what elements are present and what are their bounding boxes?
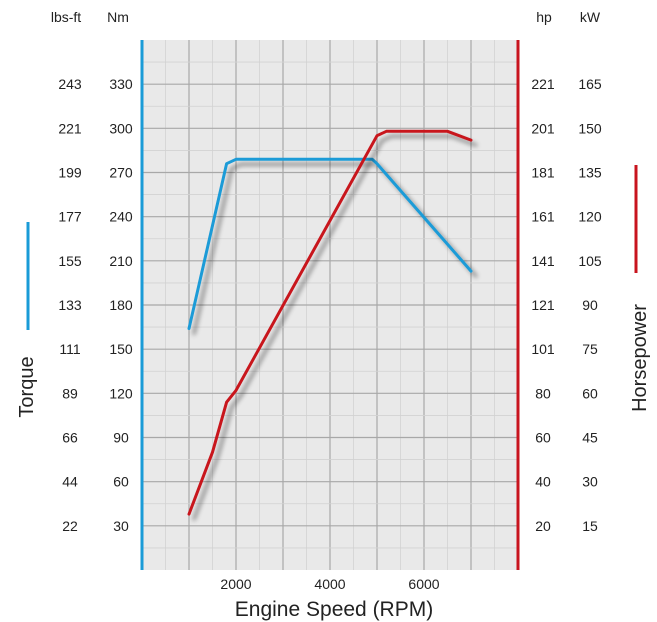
tick-label-nm: 210 [109, 253, 133, 269]
tick-label-lbs-ft: 243 [58, 76, 82, 92]
tick-label-lbs-ft: 221 [58, 120, 82, 136]
tick-label-nm: 300 [109, 120, 133, 136]
series-layer [187, 129, 473, 516]
tick-label-lbs-ft: 177 [58, 209, 82, 225]
tick-label-rpm: 2000 [220, 576, 251, 592]
tick-label-kw: 75 [582, 341, 598, 357]
tick-label-kw: 60 [582, 385, 598, 401]
header-kw: kW [580, 9, 601, 25]
tick-label-kw: 150 [578, 120, 602, 136]
tick-label-kw: 105 [578, 253, 602, 269]
tick-label-hp: 141 [531, 253, 555, 269]
tick-label-kw: 15 [582, 518, 598, 534]
axis-ticks: 243 330 221 300 199 270 177 240 155 210 133 180 111 1… [58, 76, 602, 592]
horsepower-curve [187, 129, 473, 516]
tick-label-hp: 201 [531, 120, 555, 136]
tick-label-rpm: 6000 [408, 576, 439, 592]
tick-label-hp: 181 [531, 165, 555, 181]
tick-label-lbs-ft: 155 [58, 253, 82, 269]
tick-label-hp: 121 [531, 297, 555, 313]
tick-label-lbs-ft: 133 [58, 297, 82, 313]
tick-label-kw: 30 [582, 474, 598, 490]
tick-label-lbs-ft: 199 [58, 165, 82, 181]
torque-side-title: Torque [16, 356, 38, 417]
tick-label-nm: 30 [113, 518, 129, 534]
tick-label-lbs-ft: 66 [62, 430, 78, 446]
tick-label-rpm: 4000 [314, 576, 345, 592]
tick-label-hp: 60 [535, 430, 551, 446]
tick-label-nm: 270 [109, 165, 133, 181]
torque-curve [187, 157, 473, 331]
tick-label-lbs-ft: 44 [62, 474, 78, 490]
tick-label-hp: 80 [535, 385, 551, 401]
grid-lines [142, 40, 518, 570]
tick-label-nm: 120 [109, 385, 133, 401]
tick-label-hp: 221 [531, 76, 555, 92]
tick-label-kw: 135 [578, 165, 602, 181]
tick-label-kw: 120 [578, 209, 602, 225]
tick-label-nm: 180 [109, 297, 133, 313]
tick-label-nm: 240 [109, 209, 133, 225]
tick-label-hp: 20 [535, 518, 551, 534]
tick-label-lbs-ft: 22 [62, 518, 78, 534]
tick-label-lbs-ft: 89 [62, 385, 78, 401]
x-axis-title: Engine Speed (RPM) [235, 598, 433, 621]
tick-label-kw: 45 [582, 430, 598, 446]
tick-label-hp: 161 [531, 209, 555, 225]
tick-label-nm: 150 [109, 341, 133, 357]
tick-label-nm: 90 [113, 430, 129, 446]
tick-label-hp: 101 [531, 341, 555, 357]
tick-label-kw: 165 [578, 76, 602, 92]
tick-label-lbs-ft: 111 [59, 341, 80, 357]
header-hp: hp [536, 9, 552, 25]
tick-label-nm: 330 [109, 76, 133, 92]
tick-label-kw: 90 [582, 297, 598, 313]
header-nm: Nm [107, 9, 129, 25]
horsepower-side-title: Horsepower [629, 304, 651, 412]
tick-label-nm: 60 [113, 474, 129, 490]
header-lbs-ft: lbs-ft [51, 9, 81, 25]
tick-label-hp: 40 [535, 474, 551, 490]
